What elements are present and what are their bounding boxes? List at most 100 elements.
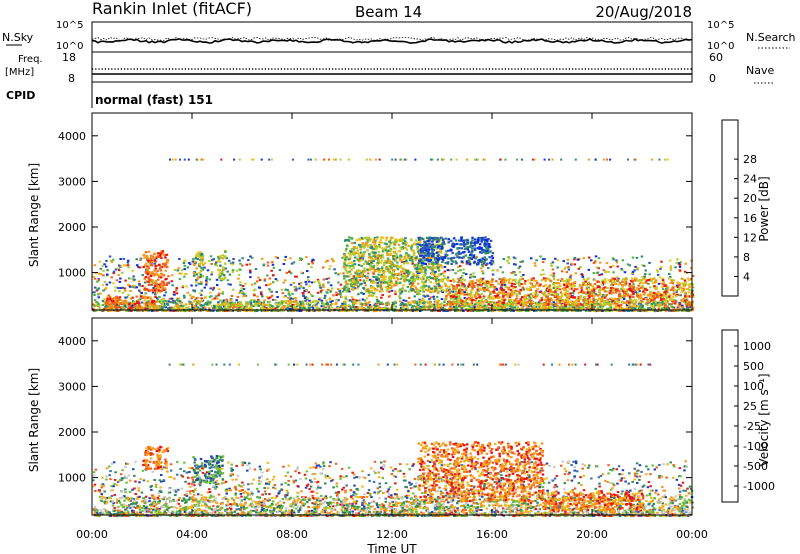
echo-cell [345,279,348,282]
echo-cell [321,307,325,310]
echo-cell [421,271,424,274]
echo-cell [129,290,132,292]
echo-cell [416,278,420,281]
echo-cell [404,258,408,261]
echo-cell [659,266,663,269]
echo-cell [443,266,447,268]
echo-cell [266,296,269,298]
echo-cell [434,285,438,289]
echo-cell [415,239,418,242]
echo-cell [514,286,517,289]
echo-cell [687,283,691,286]
echo-cell [413,274,416,277]
echo-cell [311,295,314,298]
echo-cell [127,266,130,269]
echo-cell [108,300,111,303]
echo-cell [215,278,219,281]
echo-cell [360,271,363,274]
echo-cell [396,264,399,267]
echo-cell [227,305,230,308]
echo-cell [117,302,120,305]
echo-cell [476,305,479,308]
echo-cell [421,280,424,283]
echo-cell [416,242,420,245]
echo-cell [630,309,634,312]
echo-cell [352,276,355,279]
echo-cell [476,238,480,241]
echo-cell [224,262,227,265]
echo-cell [383,306,387,309]
echo-cell [276,305,279,308]
echo-cell [457,296,460,300]
echo-cell [460,307,464,310]
echo-cell [115,279,119,282]
echo-cell [454,309,457,312]
noise-sky-trace [91,38,693,44]
echo-cell [161,280,165,283]
echo-cell [567,268,571,271]
echo-cell [587,268,590,271]
echo-cell [159,290,162,293]
echo-cell [359,279,362,282]
echo-cell [389,248,392,251]
echo-cell [205,277,209,280]
echo-cell [682,301,686,304]
echo-cell [208,303,211,306]
echo-cell [348,270,351,273]
echo-cell [569,304,572,307]
echo-cell [443,270,447,273]
echo-cell [144,292,147,295]
echo-cell [464,273,468,276]
echo-cell [212,309,215,312]
echo-cell [518,271,522,274]
echo-cell [507,286,510,289]
echo-cell [639,302,642,305]
echo-cell [441,239,445,242]
echo-cell [451,297,455,300]
echo-cell [101,284,105,287]
echo-cell [185,309,188,312]
echo-cell [434,243,437,246]
echo-cell [573,256,577,259]
echo-cell [105,286,108,289]
echo-cell [361,242,364,245]
echo-cell [390,261,393,264]
echo-cell [225,302,229,305]
echo-cell [554,299,558,301]
echo-cell [369,294,372,297]
echo-cell [454,239,458,242]
echo-cell [196,300,200,303]
echo-cell [535,259,538,262]
echo-cell [245,303,248,307]
echo-cell [419,237,423,240]
echo-cell [156,309,159,312]
echo-cell [628,297,632,300]
echo-cell [436,266,440,269]
echo-cell [106,301,109,304]
echo-cell [421,259,425,262]
echo-cell [495,294,498,297]
echo-cell [411,284,414,286]
echo-cell [211,298,214,301]
echo-cell [344,306,347,309]
echo-cell [634,300,638,303]
echo-cell [393,268,396,272]
echo-cell [386,290,389,293]
echo-cell [200,281,203,283]
echo-cell [175,299,179,302]
echo-cell [489,302,492,305]
echo-cell [292,282,296,284]
echo-cell [660,282,664,285]
echo-cell [446,276,450,279]
echo-cell [208,260,211,262]
echo-cell [422,283,425,286]
echo-cell [407,272,411,275]
echo-cell [102,269,105,272]
echo-cell [194,284,198,287]
echo-cell [105,302,108,305]
echo-cell [429,267,432,270]
echo-cell [477,290,480,293]
cpid-label: CPID [6,89,35,102]
echo-cell [437,241,441,244]
echo-cell [419,248,423,251]
